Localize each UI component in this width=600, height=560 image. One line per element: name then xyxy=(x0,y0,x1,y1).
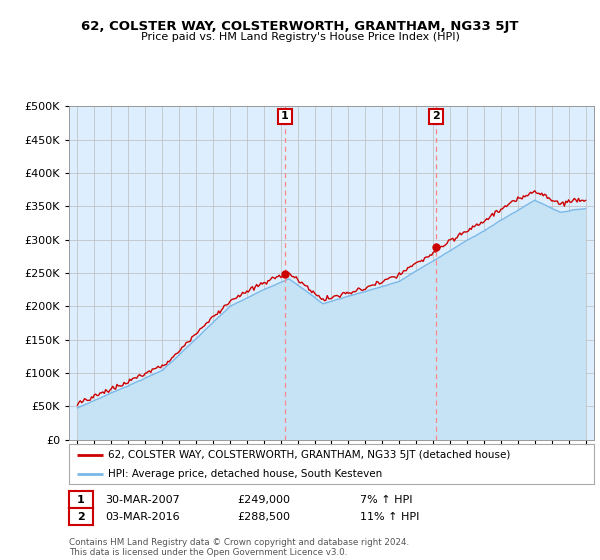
Text: 03-MAR-2016: 03-MAR-2016 xyxy=(105,512,179,522)
Text: £249,000: £249,000 xyxy=(237,494,290,505)
Text: 2: 2 xyxy=(432,111,440,122)
Text: Price paid vs. HM Land Registry's House Price Index (HPI): Price paid vs. HM Land Registry's House … xyxy=(140,32,460,43)
Text: 1: 1 xyxy=(77,494,85,505)
Text: 62, COLSTER WAY, COLSTERWORTH, GRANTHAM, NG33 5JT: 62, COLSTER WAY, COLSTERWORTH, GRANTHAM,… xyxy=(81,20,519,32)
Text: 7% ↑ HPI: 7% ↑ HPI xyxy=(360,494,413,505)
Text: This data is licensed under the Open Government Licence v3.0.: This data is licensed under the Open Gov… xyxy=(69,548,347,557)
Text: 30-MAR-2007: 30-MAR-2007 xyxy=(105,494,180,505)
Text: 62, COLSTER WAY, COLSTERWORTH, GRANTHAM, NG33 5JT (detached house): 62, COLSTER WAY, COLSTERWORTH, GRANTHAM,… xyxy=(109,450,511,460)
Text: Contains HM Land Registry data © Crown copyright and database right 2024.: Contains HM Land Registry data © Crown c… xyxy=(69,538,409,547)
Text: £288,500: £288,500 xyxy=(237,512,290,522)
Text: 1: 1 xyxy=(281,111,289,122)
Text: 2: 2 xyxy=(77,512,85,522)
Text: 11% ↑ HPI: 11% ↑ HPI xyxy=(360,512,419,522)
Text: HPI: Average price, detached house, South Kesteven: HPI: Average price, detached house, Sout… xyxy=(109,469,383,479)
